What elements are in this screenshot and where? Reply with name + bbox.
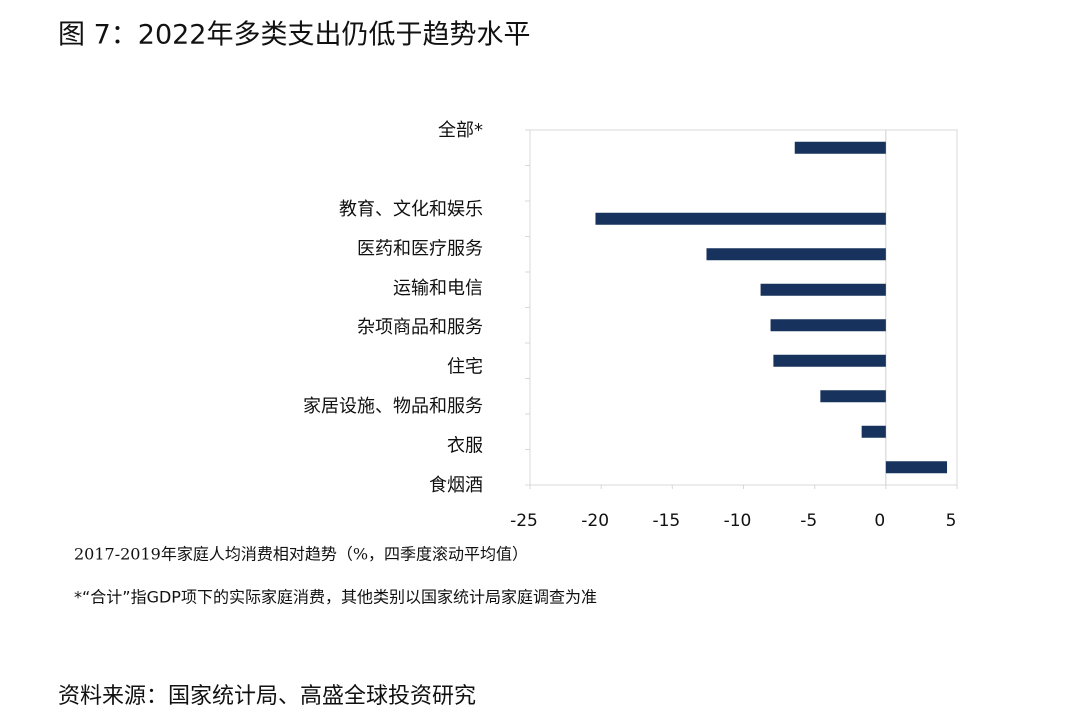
bar <box>794 141 886 154</box>
x-axis-label: 2017-2019年家庭人均消费相对趋势（%，四季度滚动平均值） <box>74 545 528 564</box>
y-tick-label: 教育、文化和娱乐 <box>339 199 483 220</box>
x-tick-label: -15 <box>652 511 680 531</box>
y-tick-label: 衣服 <box>447 436 483 457</box>
y-tick-label: 住宅 <box>447 357 483 378</box>
bar <box>773 354 886 367</box>
source: 资料来源：国家统计局、高盛全球投资研究 <box>58 684 476 709</box>
bar <box>861 425 886 438</box>
x-tick-label: -10 <box>724 511 752 531</box>
x-tick-label: -25 <box>510 511 538 531</box>
y-tick-label: 运输和电信 <box>393 278 483 299</box>
bar <box>760 283 886 296</box>
y-tick-label: 家居设施、物品和服务 <box>303 396 483 417</box>
y-tick-label: 食烟酒 <box>429 475 483 496</box>
note: *“合计”指GDP项下的实际家庭消费，其他类别以国家统计局家庭调查为准 <box>74 588 597 607</box>
x-tick-label: -20 <box>581 511 609 531</box>
bar <box>820 390 886 403</box>
bar <box>770 319 886 332</box>
bar <box>706 248 886 261</box>
y-tick-label: 全部* <box>438 120 483 141</box>
x-tick-label: 0 <box>874 511 885 531</box>
y-tick-label: 医药和医疗服务 <box>357 238 483 259</box>
plot-frame <box>529 129 958 486</box>
bar <box>595 212 886 225</box>
y-tick-label: 杂项商品和服务 <box>357 317 483 338</box>
x-tick-label: -5 <box>800 511 817 531</box>
x-tick-label: 5 <box>946 511 957 531</box>
bar <box>885 461 948 474</box>
chart-title: 图 7：2022年多类支出仍低于趋势水平 <box>58 20 530 51</box>
